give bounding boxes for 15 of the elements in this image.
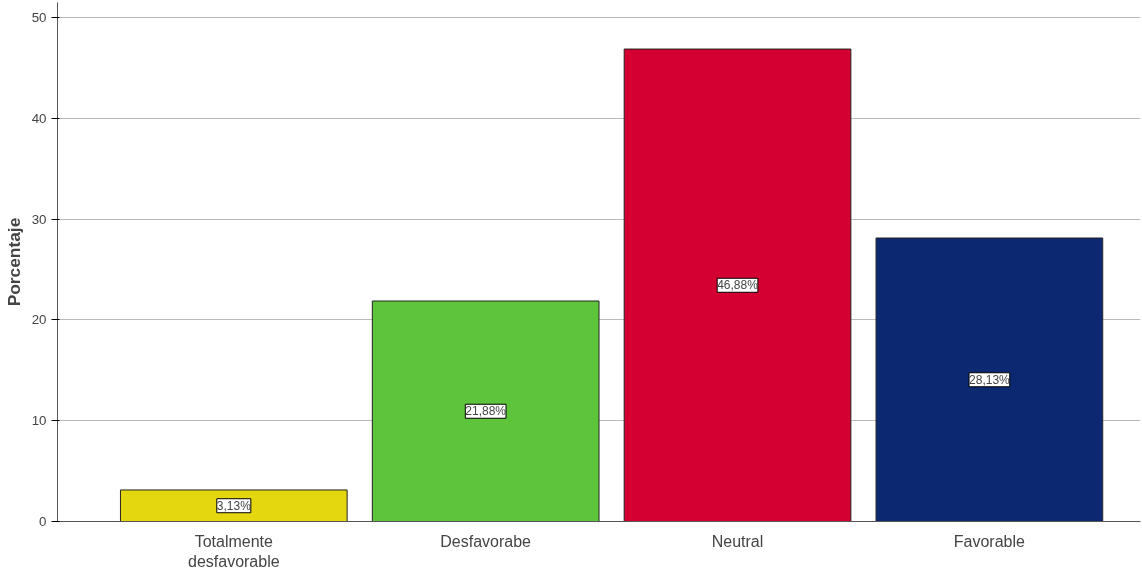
y-tick-label: 20 — [31, 312, 47, 328]
y-tick-label: 0 — [39, 514, 47, 529]
x-tick-label: Neutral — [711, 532, 764, 550]
y-tick-label: 30 — [31, 211, 47, 227]
bar — [623, 48, 852, 522]
y-tick-label: 40 — [31, 110, 47, 126]
x-tick-label: Favorable — [953, 532, 1026, 550]
bar — [875, 237, 1104, 522]
x-tick-label: Desfavorabe — [440, 532, 532, 550]
y-tick-label: 10 — [31, 413, 47, 429]
bar — [119, 489, 348, 522]
bar — [371, 300, 600, 522]
x-tick-label: Totalmente desfavorable — [187, 532, 280, 570]
y-tick-label: 50 — [31, 10, 47, 26]
y-axis-title: Porcentaje — [3, 217, 24, 307]
